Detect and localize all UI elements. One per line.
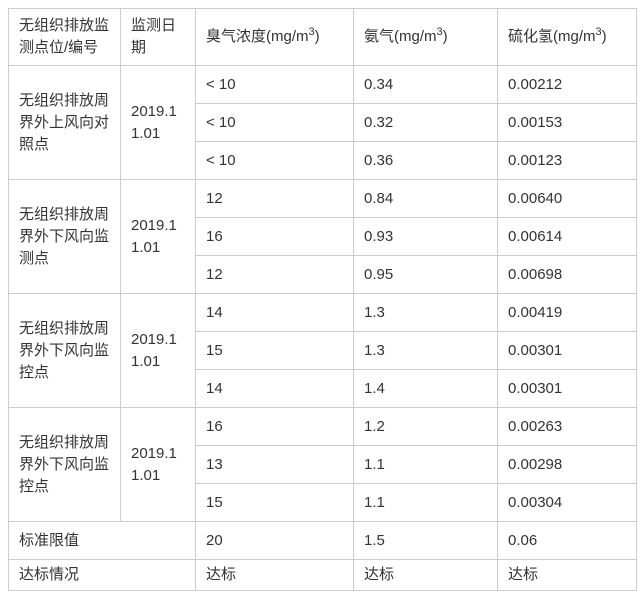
col-header-h2s: 硫化氢(mg/m3): [497, 8, 637, 66]
ammonia-value-cell: 1.4: [353, 369, 498, 408]
monitoring-point-cell: 无组织排放周界外下风向监控点: [8, 407, 121, 522]
odor-value-cell: 16: [195, 217, 354, 256]
odor-unit-superscript: 3: [308, 26, 315, 38]
table-row: < 10 0.36 0.00123: [9, 141, 637, 180]
date-cell: 2019.11.01: [120, 407, 196, 522]
h2s-value-cell: 0.00698: [497, 255, 637, 294]
date-value: 2019.11.01: [131, 102, 177, 142]
odor-value-cell: < 10: [195, 103, 354, 142]
limit-label-cell: 标准限值: [8, 521, 196, 560]
ammonia-value-cell: 1.3: [353, 331, 498, 370]
table-row: 无组织排放周界外下风向监测点 2019.11.01 12 0.84 0.0064…: [8, 179, 637, 294]
compliance-row: 达标情况 达标 达标 达标: [8, 559, 637, 591]
h2s-value-cell: 0.00301: [497, 331, 637, 370]
col-header-ammonia-suffix: ): [442, 28, 448, 45]
h2s-value-cell: 0.00301: [497, 369, 637, 408]
date-cell: 2019.11.01: [120, 293, 196, 408]
ammonia-value-cell: 1.2: [353, 407, 498, 446]
odor-value-cell: 12: [195, 255, 354, 294]
col-header-odor: 臭气浓度(mg/m3): [195, 8, 354, 66]
date-value: 2019.11.01: [131, 330, 177, 370]
ammonia-value-cell: 0.95: [353, 255, 498, 294]
table-row: 15 1.3 0.00301: [9, 331, 637, 370]
odor-value-cell: 14: [195, 293, 354, 332]
col-header-odor-label: 臭气浓度(mg/m: [206, 28, 309, 45]
compliance-label-cell: 达标情况: [8, 559, 196, 591]
ammonia-unit-superscript: 3: [436, 26, 443, 38]
table-row: 13 1.1 0.00298: [9, 445, 637, 484]
table-row: 15 1.1 0.00304: [9, 483, 637, 522]
ammonia-value-cell: 0.32: [353, 103, 498, 142]
table-row: 14 1.4 0.00301: [9, 369, 637, 408]
odor-value-cell: 15: [195, 483, 354, 522]
odor-value-cell: < 10: [195, 65, 354, 104]
h2s-value-cell: 0.00304: [497, 483, 637, 522]
h2s-value-cell: 0.00614: [497, 217, 637, 256]
compliance-ammonia-cell: 达标: [353, 559, 498, 591]
odor-value-cell: 12: [195, 179, 354, 218]
h2s-unit-superscript: 3: [595, 26, 602, 38]
col-header-odor-suffix: ): [314, 28, 320, 45]
h2s-value-cell: 0.00298: [497, 445, 637, 484]
date-cell: 2019.11.01: [120, 179, 196, 294]
date-value: 2019.11.01: [131, 216, 177, 256]
limit-h2s-cell: 0.06: [497, 521, 637, 560]
table-row: 12 0.95 0.00698: [9, 255, 637, 294]
ammonia-value-cell: 0.36: [353, 141, 498, 180]
h2s-value-cell: 0.00123: [497, 141, 637, 180]
table-row: 无组织排放周界外下风向监控点 2019.11.01 16 1.2 0.00263: [8, 407, 637, 522]
limit-odor-cell: 20: [195, 521, 354, 560]
table-row: 无组织排放周界外上风向对照点 2019.11.01 < 10 0.34 0.00…: [8, 65, 637, 180]
monitoring-point-cell: 无组织排放周界外上风向对照点: [8, 65, 121, 180]
odor-value-cell: 15: [195, 331, 354, 370]
monitoring-table: 无组织排放监测点位/编号 监测日期 臭气浓度(mg/m3) 氨气(mg/m3) …: [8, 8, 637, 591]
h2s-value-cell: 0.00263: [497, 407, 637, 446]
ammonia-value-cell: 1.1: [353, 483, 498, 522]
col-header-h2s-label: 硫化氢(mg/m: [508, 28, 596, 45]
col-header-point: 无组织排放监测点位/编号: [8, 8, 121, 66]
col-header-ammonia-label: 氨气(mg/m: [364, 28, 437, 45]
h2s-value-cell: 0.00153: [497, 103, 637, 142]
table-row: 无组织排放周界外下风向监控点 2019.11.01 14 1.3 0.00419: [8, 293, 637, 408]
odor-value-cell: 14: [195, 369, 354, 408]
ammonia-value-cell: 0.34: [353, 65, 498, 104]
col-header-h2s-suffix: ): [601, 28, 607, 45]
ammonia-value-cell: 0.84: [353, 179, 498, 218]
h2s-value-cell: 0.00419: [497, 293, 637, 332]
ammonia-value-cell: 1.3: [353, 293, 498, 332]
h2s-value-cell: 0.00640: [497, 179, 637, 218]
ammonia-value-cell: 1.1: [353, 445, 498, 484]
compliance-odor-cell: 达标: [195, 559, 354, 591]
odor-value-cell: 13: [195, 445, 354, 484]
h2s-value-cell: 0.00212: [497, 65, 637, 104]
col-header-date: 监测日期: [120, 8, 196, 66]
standard-limit-row: 标准限值 20 1.5 0.06: [8, 521, 637, 560]
monitoring-point-cell: 无组织排放周界外下风向监测点: [8, 179, 121, 294]
date-cell: 2019.11.01: [120, 65, 196, 180]
monitoring-point-cell: 无组织排放周界外下风向监控点: [8, 293, 121, 408]
col-header-ammonia: 氨气(mg/m3): [353, 8, 498, 66]
ammonia-value-cell: 0.93: [353, 217, 498, 256]
table-header-row: 无组织排放监测点位/编号 监测日期 臭气浓度(mg/m3) 氨气(mg/m3) …: [8, 8, 637, 66]
compliance-h2s-cell: 达标: [497, 559, 637, 591]
odor-value-cell: < 10: [195, 141, 354, 180]
limit-ammonia-cell: 1.5: [353, 521, 498, 560]
odor-value-cell: 16: [195, 407, 354, 446]
date-value: 2019.11.01: [131, 444, 177, 484]
